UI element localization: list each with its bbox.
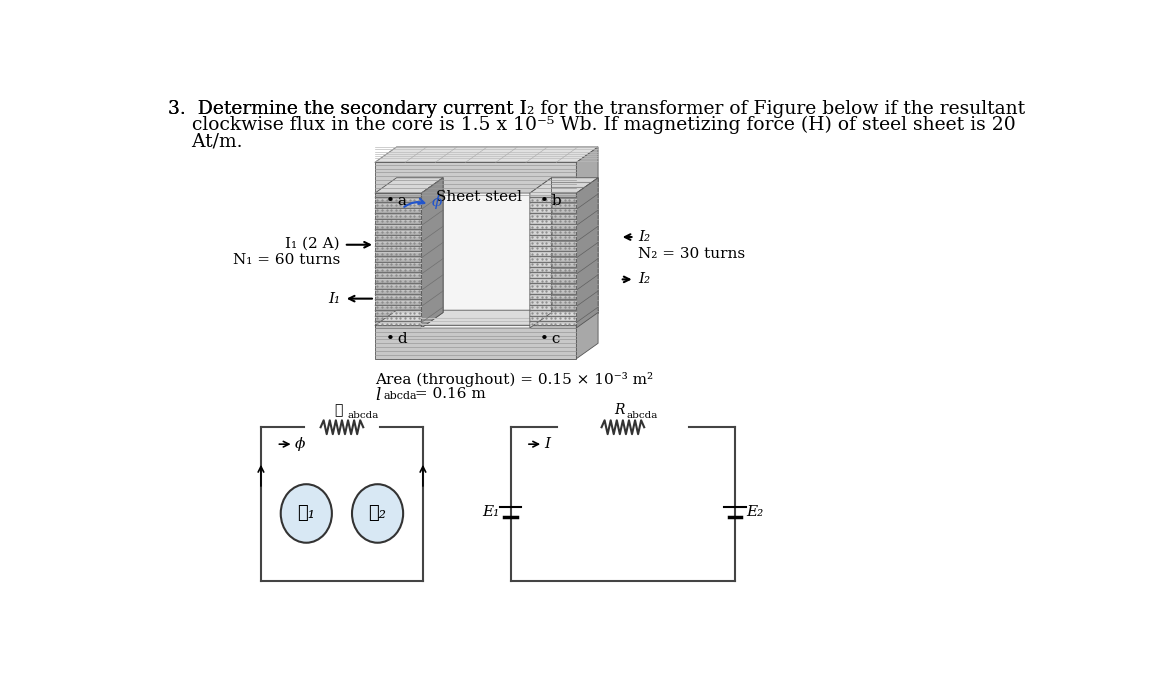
Text: R: R [614,403,625,417]
Polygon shape [374,310,598,326]
Text: N₂ = 30 turns: N₂ = 30 turns [639,247,745,261]
Polygon shape [421,178,443,328]
Polygon shape [421,193,530,328]
Polygon shape [374,178,443,193]
Text: 3.  Determine the secondary current I: 3. Determine the secondary current I [168,100,526,118]
Text: ℱ₂: ℱ₂ [369,504,386,522]
Text: I₁: I₁ [328,291,340,306]
Text: abcda: abcda [384,391,417,401]
Text: I₂: I₂ [639,273,651,286]
Text: • b: • b [539,194,562,208]
Polygon shape [530,193,577,328]
Text: • a: • a [386,194,407,208]
Text: ϕ: ϕ [295,437,305,451]
Text: abcda: abcda [627,410,658,419]
Polygon shape [577,310,598,358]
Text: • c: • c [539,332,560,347]
Text: E₂: E₂ [746,505,763,519]
Text: ℱ₁: ℱ₁ [297,504,315,522]
Polygon shape [551,178,598,313]
Text: ℜ: ℜ [333,403,343,417]
Polygon shape [374,326,577,358]
Polygon shape [374,163,577,197]
Polygon shape [577,147,598,197]
Polygon shape [530,178,598,193]
Text: l: l [374,388,380,404]
Text: At/m.: At/m. [168,132,242,150]
Ellipse shape [352,484,404,543]
Text: • d: • d [386,332,408,347]
Text: Sheet steel: Sheet steel [436,190,523,204]
Text: I: I [544,437,551,451]
Text: N₁ = 60 turns: N₁ = 60 turns [233,253,340,267]
Text: abcda: abcda [347,410,379,419]
Text: I₁ (2 A): I₁ (2 A) [285,236,340,251]
Polygon shape [577,178,598,328]
Ellipse shape [281,484,332,543]
Polygon shape [374,147,598,163]
Text: Area (throughout) = 0.15 × 10⁻³ m²: Area (throughout) = 0.15 × 10⁻³ m² [374,372,653,387]
Text: 3.  Determine the secondary current I₂ for the transformer of Figure below if th: 3. Determine the secondary current I₂ fo… [168,100,1025,118]
Text: ϕ: ϕ [432,195,442,210]
Text: = 0.16 m: = 0.16 m [410,388,486,401]
Text: E₁: E₁ [482,505,500,519]
Polygon shape [421,178,443,328]
Polygon shape [530,178,551,328]
Text: clockwise flux in the core is 1.5 x 10⁻⁵ Wb. If magnetizing force (H) of steel s: clockwise flux in the core is 1.5 x 10⁻⁵… [168,116,1016,134]
Text: I₂: I₂ [639,230,651,244]
Polygon shape [374,193,421,328]
